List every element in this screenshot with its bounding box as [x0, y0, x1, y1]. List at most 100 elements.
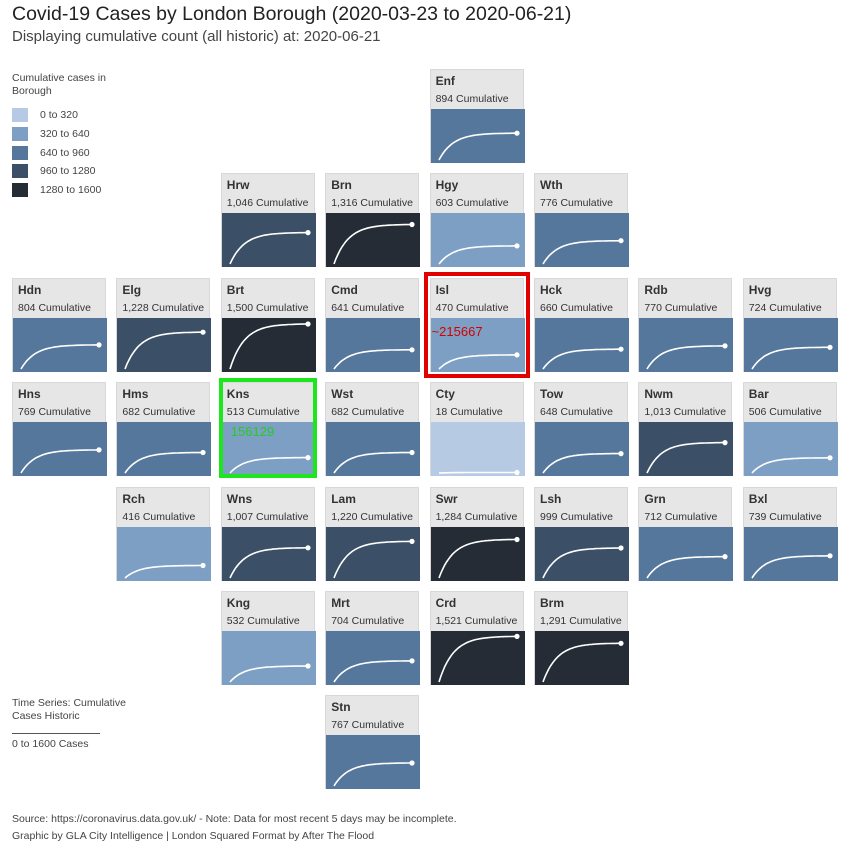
- sparkline-line: [542, 348, 621, 370]
- borough-tile-bxl[interactable]: Bxl 739 Cumulative: [742, 486, 838, 581]
- borough-sparkline: [542, 238, 624, 265]
- sparkline-line: [124, 331, 204, 370]
- sparkline-endpoint: [618, 346, 624, 352]
- borough-tile-cty[interactable]: Cty 18 Cumulative: [429, 382, 525, 477]
- borough-code: Hck: [540, 282, 563, 297]
- borough-count-value: 1,228: [122, 301, 149, 314]
- borough-count-suffix: Cumulative: [456, 197, 509, 210]
- borough-code: Wns: [226, 491, 253, 506]
- sparkline-line: [438, 353, 517, 370]
- borough-tile-hns[interactable]: Hns 769 Cumulative: [12, 382, 107, 477]
- sparkline-endpoint: [513, 633, 520, 639]
- borough-count-suffix: Cumulative: [360, 510, 413, 523]
- borough-count-value: 1,316: [331, 197, 358, 210]
- borough-code: Cty: [435, 387, 455, 402]
- borough-tile-hrw[interactable]: Hrw 1,046 Cumulative: [220, 173, 316, 268]
- borough-count-value: 648: [540, 406, 558, 419]
- sparkline-line: [437, 538, 517, 578]
- sparkline-line: [646, 344, 726, 370]
- borough-tile-swr[interactable]: Swr 1,284 Cumulative: [429, 486, 525, 581]
- borough-count-value: 770: [644, 301, 662, 314]
- borough-tile-mrt[interactable]: Mrt 704 Cumulative: [325, 591, 421, 685]
- borough-tile-bar[interactable]: Bar 506 Cumulative: [742, 382, 838, 477]
- borough-sparkline-panel: [221, 631, 316, 685]
- borough-tile-wst[interactable]: Wst 682 Cumulative: [325, 382, 421, 477]
- borough-count-value: 804: [18, 301, 36, 314]
- borough-tile-rdb[interactable]: Rdb 770 Cumulative: [638, 277, 734, 372]
- borough-tile-enf[interactable]: Enf 894 Cumulative: [429, 69, 525, 163]
- borough-tile-isl[interactable]: Isl 470 Cumulative: [429, 277, 525, 372]
- borough-sparkline-panel: [535, 631, 629, 685]
- borough-sparkline-panel: [430, 631, 525, 685]
- legend-swatch: [12, 145, 28, 160]
- borough-tile-crd[interactable]: Crd 1,521 Cumulative: [429, 591, 525, 685]
- borough-sparkline: [437, 633, 520, 683]
- sparkline-line: [333, 451, 413, 474]
- sparkline-line: [333, 660, 413, 683]
- borough-sparkline-panel: [430, 109, 525, 163]
- borough-tile-wth[interactable]: Wth 776 Cumulative: [534, 173, 629, 268]
- borough-tile-brm[interactable]: Brm 1,291 Cumulative: [534, 591, 629, 685]
- borough-sparkline: [646, 343, 728, 370]
- borough-tile-elg[interactable]: Elg 1,228 Cumulative: [116, 277, 212, 372]
- borough-sparkline-panel: [326, 213, 421, 268]
- borough-sparkline: [229, 455, 311, 474]
- borough-sparkline: [437, 536, 520, 578]
- borough-tile-hms[interactable]: Hms 682 Cumulative: [116, 382, 212, 477]
- borough-sparkline-panel: [221, 213, 316, 268]
- borough-tile-kns[interactable]: Kns 513 Cumulative: [220, 382, 316, 477]
- borough-count-value: 416: [122, 510, 140, 523]
- borough-tile-hck[interactable]: Hck 660 Cumulative: [534, 277, 629, 372]
- sparkline-endpoint: [513, 130, 520, 136]
- borough-tile-tow[interactable]: Tow 648 Cumulative: [534, 382, 629, 477]
- borough-tile-kng[interactable]: Kng 532 Cumulative: [220, 591, 316, 685]
- borough-tile-rch[interactable]: Rch 416 Cumulative: [116, 486, 212, 581]
- borough-tile-hdn[interactable]: Hdn 804 Cumulative: [12, 277, 107, 372]
- sparkline-endpoint: [409, 450, 415, 456]
- borough-count-suffix: Cumulative: [664, 510, 718, 523]
- borough-sparkline-panel: [639, 317, 734, 372]
- sparkline-endpoint: [200, 562, 206, 568]
- borough-tile-cmd[interactable]: Cmd 641 Cumulative: [325, 277, 421, 372]
- borough-code: Tow: [540, 387, 564, 402]
- borough-tile-stn[interactable]: Stn 767 Cumulative: [325, 695, 421, 790]
- sparkline-line: [542, 642, 621, 683]
- borough-count: 1,284 Cumulative: [436, 511, 518, 523]
- borough-count: 1,521 Cumulative: [436, 615, 518, 627]
- borough-tile-nwm[interactable]: Nwm 1,013 Cumulative: [638, 382, 734, 477]
- legend-title: Cumulative cases in Borough: [12, 72, 106, 97]
- borough-sparkline-panel: [221, 526, 316, 581]
- sparkline-endpoint: [96, 447, 102, 453]
- legend-item: 0 to 320: [12, 108, 78, 122]
- sparkline-line: [542, 240, 621, 265]
- borough-sparkline-panel: [430, 526, 525, 581]
- borough-count-suffix: Cumulative: [664, 301, 718, 314]
- legend-label: 320 to 640: [40, 127, 90, 140]
- borough-tile-hgy[interactable]: Hgy 603 Cumulative: [429, 173, 525, 268]
- sparkline-line: [229, 456, 308, 474]
- sparkline-endpoint: [305, 544, 311, 550]
- sparkline-endpoint: [722, 440, 728, 446]
- borough-count-suffix: Cumulative: [450, 406, 503, 419]
- borough-count: 767 Cumulative: [331, 719, 404, 731]
- borough-count: 1,007 Cumulative: [227, 511, 309, 523]
- borough-tile-brt[interactable]: Brt 1,500 Cumulative: [220, 277, 316, 372]
- borough-count-suffix: Cumulative: [769, 301, 822, 314]
- borough-count-suffix: Cumulative: [360, 197, 413, 210]
- borough-code: Kng: [226, 596, 251, 610]
- sparkline-line: [333, 348, 413, 370]
- borough-sparkline: [333, 658, 415, 683]
- borough-tile-lam[interactable]: Lam 1,220 Cumulative: [325, 486, 421, 581]
- sparkline-line: [438, 471, 517, 474]
- borough-count-value: 682: [122, 406, 140, 419]
- sparkline-line: [124, 564, 204, 579]
- sparkline-endpoint: [618, 544, 624, 551]
- borough-tile-lsh[interactable]: Lsh 999 Cumulative: [534, 486, 629, 581]
- borough-tile-grn[interactable]: Grn 712 Cumulative: [638, 486, 734, 581]
- borough-tile-wns[interactable]: Wns 1,007 Cumulative: [220, 486, 316, 581]
- borough-tile-hvg[interactable]: Hvg 724 Cumulative: [742, 277, 838, 372]
- borough-tile-brn[interactable]: Brn 1,316 Cumulative: [325, 173, 421, 268]
- sparkline-line: [333, 540, 413, 578]
- borough-code: Hms: [122, 387, 149, 402]
- sparkline-line: [333, 762, 413, 787]
